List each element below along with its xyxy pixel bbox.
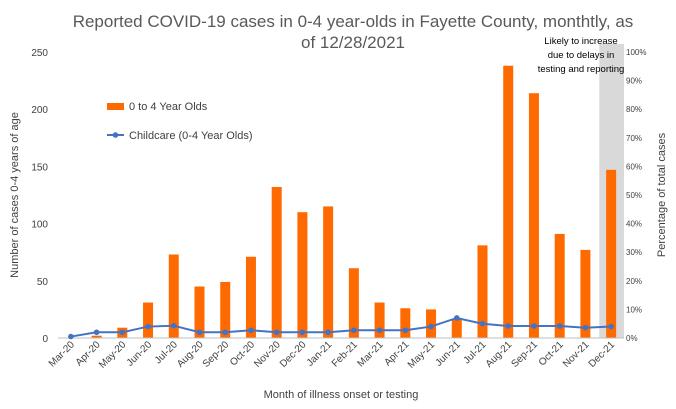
y2-tick-label: 60% [626,162,642,171]
point-Nov-21 [582,324,589,331]
legend-swatch-marker [112,132,119,138]
y2-tick-label: 10% [626,305,642,314]
y2-axis-title: Percentage of total cases [656,132,668,257]
bar-Jun-21 [451,318,462,338]
y-axis-left-ticks: 0 50 100 150 200 250 [31,48,48,345]
x-tick-label: Jun-20 [125,339,155,369]
y2-tick-label: 20% [626,277,642,286]
x-tick-label: Sep-20 [201,339,232,370]
x-tick-label: May-20 [97,339,129,371]
point-May-20 [119,329,126,336]
point-Feb-21 [351,327,357,334]
y2-tick-label: 100% [626,48,646,57]
bar-Dec-20 [297,212,308,338]
bar-May-21 [426,309,437,338]
point-Jun-20 [145,323,151,330]
x-tick-label: Dec-20 [278,339,309,370]
x-axis-title: Month of illness onset or testing [264,389,419,401]
y2-tick-label: 40% [626,220,642,229]
point-Apr-20 [93,329,100,336]
x-tick-label: Mar-20 [47,339,77,369]
point-Dec-21 [608,323,614,330]
bar-Sep-21 [528,93,539,339]
y-tick-label: 50 [37,277,49,288]
bar-Jan-21 [323,206,334,338]
x-tick-label: Aug-21 [484,339,515,370]
y2-tick-label: 0% [626,334,638,343]
y2-tick-label: 30% [626,248,642,257]
chart-title-line-2: of 12/28/2021 [301,33,405,52]
x-axis-ticks: Mar-20Apr-20May-20Jun-20Jul-20Aug-20Sep-… [47,339,618,371]
x-tick-label: May-21 [406,339,438,371]
point-Sep-20 [222,329,229,336]
y2-tick-label: 80% [626,105,642,114]
point-Oct-21 [556,323,563,329]
y2-tick-label: 70% [626,134,642,143]
point-Jul-20 [170,322,177,329]
x-tick-label: Nov-20 [252,339,283,370]
legend-swatch-bars [107,103,124,110]
y2-tick-label: 50% [626,191,642,200]
bar-Sep-20 [220,281,231,338]
point-Nov-20 [273,329,280,336]
bar-series [91,65,617,339]
annotation-line-3: testing and reporting [538,64,625,75]
bar-Mar-21 [374,302,385,338]
bar-Apr-20 [91,335,102,338]
point-Aug-21 [505,323,512,329]
bar-Nov-21 [580,249,591,338]
annotation-line-2: due to delays in [548,50,615,61]
bar-Apr-21 [400,308,411,338]
bar-Nov-20 [271,186,282,338]
y-axis-right-ticks: 0% 10% 20% 30% 40% 50% 60% 70% 80% 90% 100% [626,48,646,343]
x-tick-label: Feb-21 [330,339,360,369]
legend-label-line: Childcare (0-4 Year Olds) [129,130,253,142]
x-tick-label: Mar-21 [356,339,386,369]
bar-Aug-20 [194,286,205,338]
x-tick-label: Sep-21 [509,339,540,370]
y-tick-label: 250 [31,48,48,59]
point-Sep-21 [531,323,537,329]
y-axis-title: Number of cases 0-4 years of age [9,112,21,278]
y2-tick-label: 90% [626,77,642,86]
line-series [68,315,614,340]
point-Oct-20 [248,327,254,334]
y-tick-label: 150 [31,162,48,173]
x-tick-label: Dec-21 [587,339,618,370]
chart-title-line-1: Reported COVID-19 cases in 0-4 year-olds… [73,12,634,31]
bar-Feb-21 [348,268,359,338]
point-Apr-21 [402,327,409,334]
point-Mar-20 [68,333,74,340]
point-Jul-21 [479,320,486,327]
legend-label-bars: 0 to 4 Year Olds [129,101,208,113]
annotation: Likely to increase due to delays in test… [538,36,625,75]
point-Mar-21 [376,327,383,334]
y-tick-label: 200 [31,105,48,116]
annotation-line-1: Likely to increase [544,36,617,47]
point-Jun-21 [453,315,460,321]
line-childcare [70,316,612,338]
y-tick-label: 0 [42,334,48,345]
y-tick-label: 100 [31,220,48,231]
point-May-21 [428,323,434,330]
point-Jan-21 [325,329,331,336]
bar-Jul-21 [477,245,488,338]
point-Aug-20 [196,329,203,336]
bar-Jul-20 [168,254,179,338]
x-tick-label: Aug-20 [175,339,206,370]
bar-Aug-21 [503,65,514,338]
bar-Oct-21 [554,233,565,338]
x-tick-label: Jun-21 [433,339,463,369]
legend: 0 to 4 Year Olds Childcare (0-4 Year Old… [107,101,253,142]
point-Dec-20 [299,329,306,336]
bar-Dec-21 [606,169,617,338]
x-tick-label: Nov-21 [561,339,592,370]
x-tick-label: Jan-21 [305,339,335,369]
bar-Jun-20 [143,302,154,338]
bar-Oct-20 [245,256,256,338]
